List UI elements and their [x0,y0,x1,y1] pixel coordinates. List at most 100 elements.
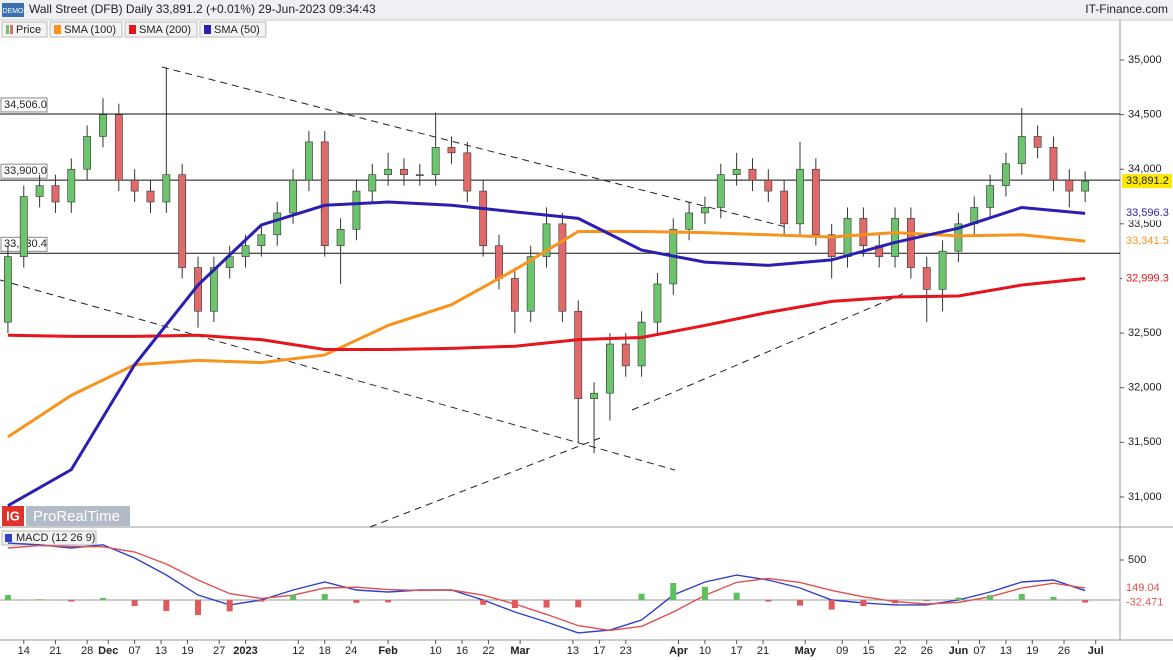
candle-body [384,168,393,175]
x-tick-label: 16 [456,645,468,657]
brand: IT-Finance.com [1085,2,1168,16]
header-title: Wall Street (DFB) Daily 33,891.2 (+0.01%… [29,2,376,16]
histogram-bar [828,600,835,610]
end-label-bg [1122,234,1172,249]
candle-body [273,212,282,236]
price-label: 33,891.2 [1126,175,1169,187]
trendlines [0,66,906,528]
trendline [631,292,906,411]
candle-body [162,174,171,203]
legend-box [199,21,267,38]
x-tick-label: 12 [292,645,304,657]
candle-body [986,185,994,208]
histogram-bar [765,600,772,602]
histogram-bar [448,600,455,601]
candle-body [241,245,250,257]
x-tick-label: 22 [482,645,494,657]
panel-title-bg [1,530,97,546]
trendline [161,66,791,229]
end-label-bg [1122,206,1172,221]
histogram-bar [923,600,930,601]
x-tick-label: 23 [620,645,632,657]
level-label-bg [0,97,48,113]
legend-swatch [5,534,12,542]
y-tick-label: 32,000 [1128,382,1162,394]
header-bar [0,0,1173,20]
x-tick-label: 09 [836,645,848,657]
x-tick-label: 27 [213,645,225,657]
x-tick-label: 17 [731,645,743,657]
macd-line [7,542,1086,634]
x-tick-label: 26 [921,645,933,657]
demo-badge [2,3,24,17]
candle-body [732,168,741,175]
y-tick-label: 31,500 [1128,436,1162,448]
x-tick-label: 22 [894,645,906,657]
histogram-bar [480,600,487,605]
y-tick-label: 31,000 [1128,491,1162,503]
y-tick-label: 33,500 [1128,218,1162,230]
x-tick-label: 19 [1026,645,1038,657]
legend-box [1,21,48,38]
x-tick-label: 21 [757,645,769,657]
histogram-bar [258,600,265,602]
watermark: ProRealTime [33,508,120,525]
histogram-bar [99,598,106,600]
candle-body [209,267,218,312]
candle-body [1081,180,1090,192]
legend-label: SMA (50) [214,24,260,36]
x-tick-label: 10 [699,645,711,657]
x-tick-label: 18 [319,645,331,657]
watermark-logo-text: IG [6,508,20,523]
candle-body [906,218,915,268]
candle-body [606,343,614,394]
candle-body [701,207,709,214]
legend-swatch [10,25,13,34]
histogram-bar [987,595,994,600]
histogram-bar [353,600,360,603]
macd-line [7,544,1086,632]
legend-swatch [204,25,211,34]
histogram-bar [1018,594,1025,600]
level-label: 33,900.0 [4,165,47,177]
candle-body [1033,136,1042,148]
candle-body [938,250,947,290]
histogram-bar [606,599,613,601]
panel-title: MACD (12 26 9) [16,532,95,544]
x-tick-label: 13 [1000,645,1012,657]
candle-body [558,223,567,312]
candle-body [289,179,297,214]
end-label: -32.471 [1126,597,1163,609]
histogram-bar [670,583,677,600]
candle-body [463,152,472,192]
histogram-bar [36,599,43,600]
x-tick-label: 17 [593,645,605,657]
histogram-bar [163,600,170,612]
candle-body [954,223,963,252]
candle-body [1049,147,1058,181]
histogram-bar [797,600,803,606]
candle-body [1065,179,1074,192]
x-tick-label: 13 [567,645,579,657]
legend-label: SMA (100) [64,24,116,36]
histogram-bar [638,593,645,600]
x-tick-label: Apr [669,645,689,657]
end-label: 32,999.3 [1126,272,1169,284]
candle-body [415,174,424,176]
x-tick-label: 14 [18,645,30,657]
x-tick-label: 15 [863,645,875,657]
candle-body [716,174,725,208]
candle-body [99,114,107,137]
candle-body [859,218,868,246]
candle-body [336,229,345,246]
histogram-bar [733,592,740,600]
candle-body [574,310,583,399]
candle-body [19,196,28,257]
candle-body [542,223,551,257]
candle-body [352,190,361,230]
candle-body [83,136,92,170]
histogram-bar [226,600,233,612]
candle-body [35,185,44,197]
candle-body [479,190,488,246]
end-label-bg [1122,596,1170,609]
